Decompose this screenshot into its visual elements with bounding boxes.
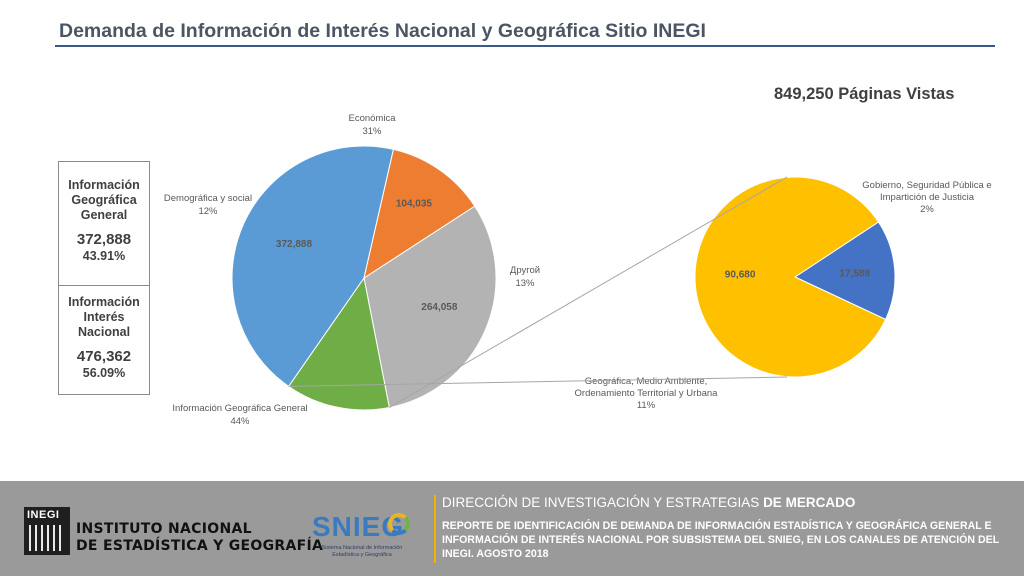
direction-title-a: DIRECCIÓN DE INVESTIGACIÓN Y ESTRATEGIAS bbox=[442, 495, 764, 510]
category-label-informacion-geografica-general: Información Geográfica General 44% bbox=[172, 403, 307, 427]
category-label-geografica-medio-ambiente-ordenamiento-territorial-y-urbana: Geográfica, Medio Ambiente, Ordenamiento … bbox=[575, 376, 719, 411]
summary-geo-label: Información Geográfica General bbox=[68, 178, 140, 222]
connector-line-bottom bbox=[288, 376, 788, 387]
page-views-total: 849,250 Páginas Vistas bbox=[774, 85, 955, 103]
slice-geografica-medio-ambiente-ordenamiento-territorial-y-urbana bbox=[694, 176, 887, 378]
summary-divider bbox=[59, 285, 149, 286]
summary-box: Información Geográfica General 372,888 4… bbox=[58, 161, 150, 395]
report-title: REPORTE DE IDENTIFICACIÓN DE DEMANDA DE … bbox=[442, 520, 999, 560]
summary-nat-block: Información Interés Nacional 476,362 56.… bbox=[59, 295, 149, 381]
summary-geo-value: 372,888 bbox=[76, 231, 132, 248]
category-label-gobierno-seguridad-publica-e-imparticion-de-justicia: Gobierno, Seguridad Pública e Impartición… bbox=[862, 180, 991, 215]
inegi-name-line2: DE ESTADÍSTICA Y GEOGRAFÍA bbox=[76, 538, 324, 554]
slice-informacion-geografica-general bbox=[231, 145, 395, 388]
direction-title: DIRECCIÓN DE INVESTIGACIÓN Y ESTRATEGIAS… bbox=[442, 495, 855, 510]
category-label-economica: Económica 31% bbox=[349, 113, 397, 137]
summary-nat-percent: 56.09% bbox=[82, 366, 126, 380]
slice-economica bbox=[363, 205, 497, 409]
data-label-informacion-geografica-general: 372,888 bbox=[276, 239, 313, 250]
category-label-: Другой 13% bbox=[510, 265, 540, 289]
direction-title-b: DE MERCADO bbox=[763, 495, 856, 510]
title-underline bbox=[55, 45, 995, 47]
inegi-name: INSTITUTO NACIONAL DE ESTADÍSTICA Y GEOG… bbox=[76, 521, 323, 555]
category-label-demografica-y-social: Demográfica y social 12% bbox=[164, 193, 252, 217]
inegi-name-line1: INSTITUTO NACIONAL bbox=[76, 521, 252, 537]
summary-nat-label: Información Interés Nacional bbox=[68, 295, 140, 339]
slice-gobierno-seguridad-publica-e-imparticion-de-justicia bbox=[793, 221, 896, 321]
slice- bbox=[287, 276, 390, 411]
pie-of-pie-chart: 264,058 372,888 104,035 Económica 31% Другой 1… bbox=[164, 113, 992, 427]
slice-demografica-y-social bbox=[363, 148, 476, 280]
inegi-logo: INEGI bbox=[24, 507, 70, 555]
connector-line-top bbox=[389, 176, 788, 408]
snieg-subtitle: Sistema Nacional de Información Estadíst… bbox=[321, 545, 403, 558]
footer-bar: INEGI INSTITUTO NACIONAL DE ESTADÍSTICA … bbox=[0, 481, 1024, 576]
footer-divider bbox=[434, 495, 436, 563]
data-label-geografica-medio-ambiente-ordenamiento-territorial-y-urbana: 90,680 bbox=[725, 270, 756, 281]
data-label-economica: 264,058 bbox=[421, 302, 458, 313]
summary-geo-percent: 43.91% bbox=[82, 249, 126, 263]
data-label-gobierno-seguridad-publica-e-imparticion-de-justicia: 17,589 bbox=[840, 269, 871, 280]
snieg-logo-ring-icon bbox=[388, 513, 410, 535]
data-label-demografica-y-social: 104,035 bbox=[396, 199, 433, 210]
inegi-logo-pattern bbox=[29, 525, 65, 551]
snieg-logo: SNIEG bbox=[312, 511, 405, 542]
summary-geo-block: Información Geográfica General 372,888 4… bbox=[59, 178, 149, 264]
inegi-logo-text: INEGI bbox=[27, 509, 60, 521]
page-title: Demanda de Información de Interés Nacion… bbox=[59, 20, 706, 42]
summary-nat-value: 476,362 bbox=[76, 348, 132, 365]
